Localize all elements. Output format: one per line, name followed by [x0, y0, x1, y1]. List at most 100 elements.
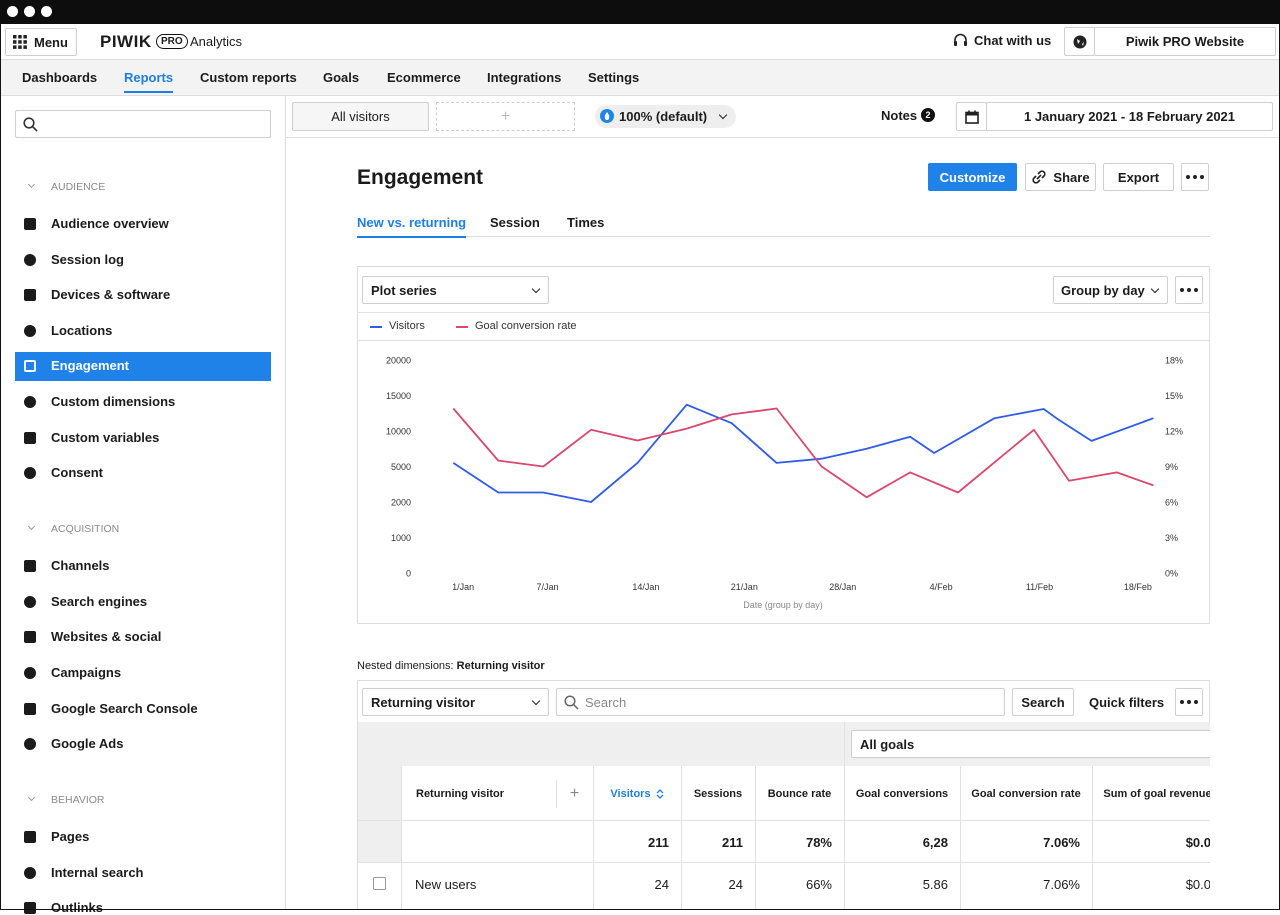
column-header[interactable]: Visitors [593, 766, 681, 821]
nav-item[interactable]: Settings [588, 70, 640, 85]
sidebar-item[interactable]: Devices & software [51, 287, 171, 303]
sidebar-item[interactable]: Custom dimensions [51, 394, 176, 409]
quick-filters[interactable]: Quick filters [1089, 695, 1165, 710]
y2-tick-label: 12% [1165, 427, 1183, 437]
table-rule [1092, 766, 1093, 910]
table-cell: 24 [654, 876, 669, 892]
calendar-button[interactable] [956, 102, 987, 131]
search-button[interactable]: Search [1012, 688, 1074, 716]
series-line [452, 403, 1154, 503]
goal-select[interactable]: All goals [851, 730, 1210, 758]
nav-icon [24, 324, 36, 337]
globe-icon [1073, 35, 1087, 49]
chat-button[interactable]: Chat with us [953, 33, 1051, 48]
segment-button[interactable]: All visitors [292, 102, 429, 131]
legend-label[interactable]: Visitors [389, 320, 425, 332]
section-title: BEHAVIOR [51, 794, 105, 807]
sidebar-item[interactable]: Internal search [51, 864, 144, 880]
nav-item[interactable]: Custom reports [200, 70, 297, 85]
sidebar-item[interactable]: Outlinks [51, 900, 104, 915]
dimension-select[interactable]: Returning visitor [362, 688, 549, 716]
sampling-icon [600, 109, 614, 123]
table-cell: 7.06% [1043, 876, 1080, 892]
tabs-rule [357, 236, 1210, 237]
sidebar-item[interactable]: Websites & social [51, 629, 162, 645]
group-by-select[interactable]: Group by day [1053, 276, 1168, 304]
sampling-label: 100% (default) [619, 109, 708, 124]
action-button[interactable]: Customize [928, 163, 1017, 191]
row-checkbox[interactable] [373, 877, 386, 890]
window-dot[interactable] [41, 6, 52, 17]
column-header[interactable]: Sum of goal revenue [1103, 787, 1210, 800]
sidebar-item[interactable]: Pages [51, 829, 90, 845]
table-rule [401, 766, 402, 910]
window-dot[interactable] [24, 6, 35, 17]
window-dot[interactable] [7, 6, 18, 17]
logo: PIWIK [100, 32, 152, 51]
sidebar-item[interactable]: Session log [51, 251, 124, 267]
add-column[interactable]: + [569, 784, 580, 802]
nav-icon [24, 360, 36, 373]
table-controls: Returning visitor Search Search Quick fi… [357, 680, 1210, 723]
sidebar-search[interactable] [15, 110, 271, 138]
section-chevron [27, 180, 36, 189]
x-tick-label: 14/Jan [632, 582, 659, 592]
table-search[interactable]: Search [556, 688, 1005, 716]
sidebar-item[interactable]: Custom variables [51, 429, 160, 445]
table-more-button[interactable] [1175, 688, 1203, 716]
y2-tick-label: 18% [1165, 356, 1183, 366]
table-rule [755, 766, 756, 910]
window-bar [0, 0, 1280, 24]
page-tab[interactable]: New vs. returning [357, 215, 467, 238]
sidebar-item[interactable]: Google Ads [51, 736, 124, 752]
y-tick-label: 15000 [386, 391, 411, 401]
nav-icon [24, 702, 36, 715]
globe-button[interactable] [1064, 27, 1095, 56]
nav-icon [24, 396, 36, 408]
sidebar-item[interactable]: Search engines [51, 593, 148, 609]
sidebar-item[interactable]: Channels [51, 558, 110, 574]
table-cell: 24 [728, 876, 743, 892]
sidebar-item[interactable]: Audience overview [51, 216, 169, 231]
nav-item[interactable]: Ecommerce [387, 70, 461, 85]
add-segment[interactable]: + [436, 102, 575, 131]
website-label: Piwik PRO Website [1125, 34, 1245, 49]
website-select[interactable]: Piwik PRO Website [1094, 27, 1276, 56]
column-header[interactable]: Returning visitor [416, 787, 505, 800]
notes-label[interactable]: Notes [881, 108, 918, 123]
sidebar-item[interactable]: Google Search Console [51, 700, 198, 716]
nav-icon [24, 631, 36, 644]
sampling-select[interactable]: 100% (default) [595, 105, 736, 128]
sidebar-item[interactable]: Campaigns [51, 665, 122, 680]
nav-item[interactable]: Goals [323, 70, 360, 85]
x-tick-label: 21/Jan [731, 582, 758, 592]
column-header[interactable]: Bounce rate [767, 787, 832, 800]
plot-series-select[interactable]: Plot series [362, 276, 549, 304]
x-tick-label: 4/Feb [930, 582, 953, 592]
page-more-button[interactable] [1181, 163, 1209, 191]
action-button[interactable]: Share [1025, 163, 1096, 191]
chevron [531, 284, 541, 294]
column-header[interactable]: Goal conversions [855, 787, 949, 800]
page-tab[interactable]: Times [567, 215, 605, 230]
column-header[interactable]: Goal conversion rate [971, 787, 1081, 800]
section-chevron [27, 794, 36, 802]
nav-item[interactable]: Dashboards [22, 70, 98, 85]
nav-icon [24, 595, 36, 608]
action-button[interactable]: Export [1103, 163, 1174, 191]
page-tab[interactable]: Session [490, 215, 540, 230]
nav-item[interactable]: Integrations [487, 70, 562, 85]
sidebar-item[interactable]: Engagement [51, 358, 130, 374]
nav-icon [24, 866, 36, 879]
menu-button[interactable]: Menu [5, 28, 77, 56]
legend-label[interactable]: Goal conversion rate [475, 320, 577, 332]
nav-item[interactable]: Reports [124, 70, 174, 93]
sidebar-item[interactable]: Consent [51, 465, 103, 481]
active-highlight[interactable] [15, 352, 271, 382]
chart-more-button[interactable] [1175, 276, 1203, 304]
column-header[interactable]: Sessions [693, 787, 743, 800]
date-range[interactable]: 1 January 2021 - 18 February 2021 [986, 102, 1273, 131]
table-rule [358, 820, 1210, 821]
sidebar-item[interactable]: Locations [51, 322, 113, 338]
search-button-label: Search [1021, 694, 1065, 710]
